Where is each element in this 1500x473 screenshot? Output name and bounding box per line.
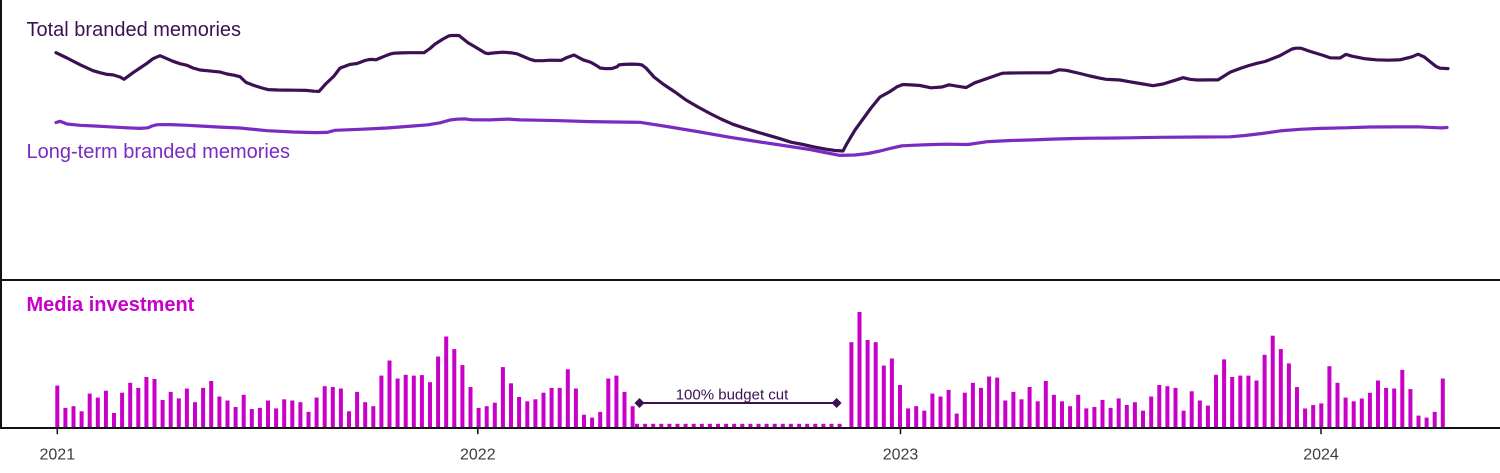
svg-text:2023: 2023	[883, 447, 919, 464]
svg-text:2022: 2022	[460, 447, 496, 464]
svg-text:Media investment: Media investment	[27, 294, 195, 316]
svg-text:2021: 2021	[40, 447, 76, 464]
svg-text:Total branded memories: Total branded memories	[27, 19, 242, 41]
svg-text:100% budget cut: 100% budget cut	[676, 386, 789, 403]
svg-text:Long-term branded memories: Long-term branded memories	[27, 141, 290, 163]
svg-text:2024: 2024	[1303, 447, 1339, 464]
